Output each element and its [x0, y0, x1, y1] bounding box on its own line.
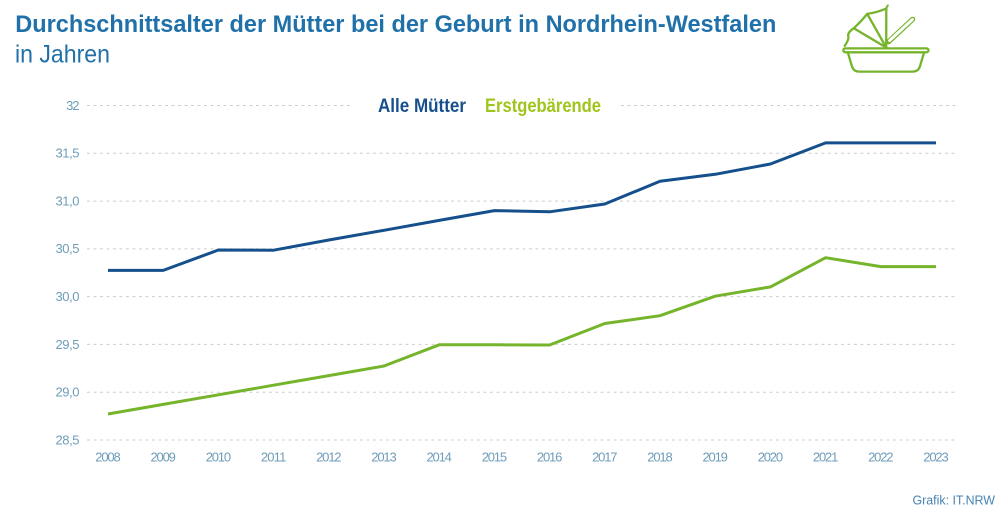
svg-text:Grafik: IT.NRW: Grafik: IT.NRW — [913, 493, 996, 508]
svg-text:2023: 2023 — [923, 450, 948, 465]
svg-text:2017: 2017 — [592, 450, 617, 465]
svg-text:28,5: 28,5 — [56, 432, 80, 447]
svg-text:2008: 2008 — [95, 450, 120, 465]
svg-text:2020: 2020 — [758, 450, 783, 465]
svg-text:2021: 2021 — [813, 450, 838, 465]
svg-text:30,0: 30,0 — [56, 289, 80, 304]
svg-text:31,0: 31,0 — [56, 193, 80, 208]
svg-text:Erstgebärende: Erstgebärende — [485, 96, 601, 117]
svg-text:Durchschnittsalter der Mütter: Durchschnittsalter der Mütter bei der Ge… — [15, 11, 776, 38]
svg-text:2012: 2012 — [316, 450, 341, 465]
svg-text:2010: 2010 — [206, 450, 231, 465]
svg-text:2011: 2011 — [261, 450, 286, 465]
svg-text:2022: 2022 — [868, 450, 893, 465]
svg-text:in Jahren: in Jahren — [15, 41, 110, 69]
svg-text:2018: 2018 — [647, 450, 672, 465]
svg-text:32: 32 — [66, 98, 79, 113]
svg-text:2016: 2016 — [537, 450, 562, 465]
svg-text:29,0: 29,0 — [56, 385, 80, 400]
svg-text:2019: 2019 — [703, 450, 728, 465]
svg-text:Alle Mütter: Alle Mütter — [378, 96, 467, 117]
svg-text:2015: 2015 — [482, 450, 507, 465]
svg-text:2013: 2013 — [371, 450, 396, 465]
svg-text:30,5: 30,5 — [56, 241, 80, 256]
svg-text:31,5: 31,5 — [56, 146, 80, 161]
svg-text:29,5: 29,5 — [56, 337, 80, 352]
svg-text:2009: 2009 — [151, 450, 176, 465]
svg-text:2014: 2014 — [427, 450, 452, 465]
